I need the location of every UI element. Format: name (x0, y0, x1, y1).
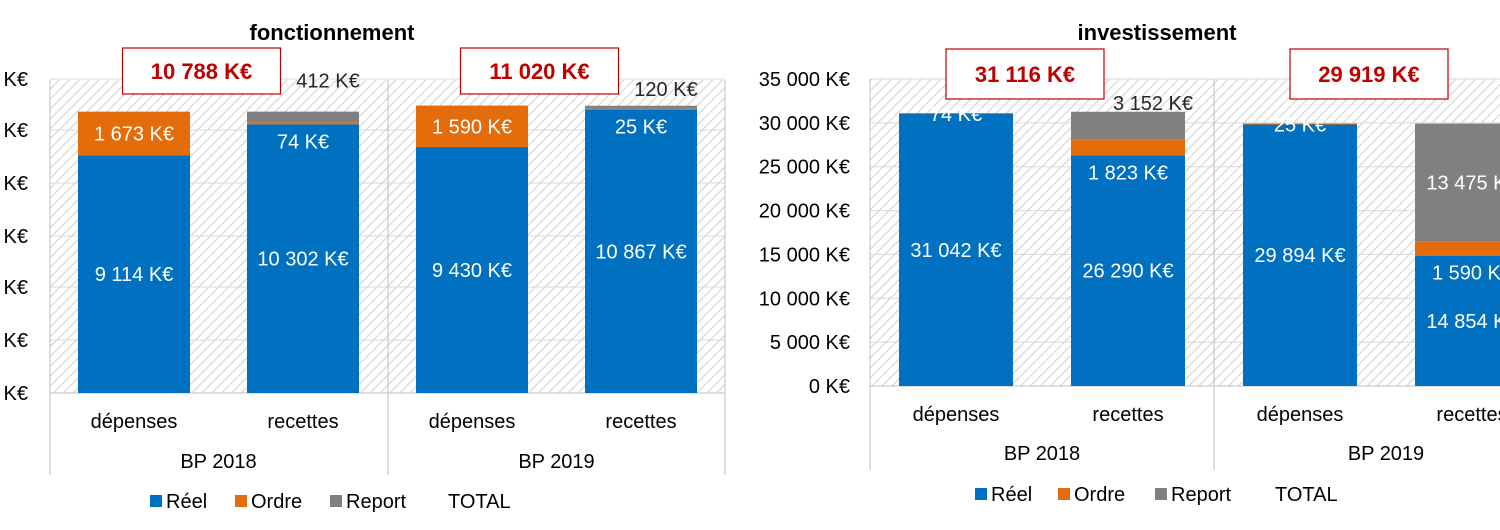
total-label: 10 788 K€ (151, 59, 253, 84)
data-label: 1 823 K€ (1088, 162, 1168, 184)
data-label: 74 K€ (930, 104, 982, 126)
bar-report-segment (247, 111, 359, 123)
investissement-chart: 0 K€ 5 000 K€ 10 000 K€ 15 000 K€ 20 000 K€ 2… (759, 20, 1500, 506)
y-tick-label: 0 K€ (809, 376, 850, 398)
bar-ordre-segment (78, 111, 190, 156)
bar-rel-segment (585, 109, 697, 393)
bar-ordre-segment (1415, 241, 1500, 256)
bar-rel-segment (1243, 123, 1357, 386)
data-label: 3 152 K€ (1113, 93, 1193, 115)
category-label: recettes (605, 411, 676, 433)
total-box (459, 47, 620, 95)
bar-rel-segment (1415, 255, 1500, 386)
data-label: 9 114 K€ (95, 264, 174, 286)
data-label: 1 673 K€ (94, 123, 174, 145)
legend-swatch (1058, 488, 1070, 500)
group-label: BP 2018 (180, 451, 256, 473)
legend-label: TOTAL (448, 491, 511, 513)
y-tick-label: 15 000 K€ (759, 244, 850, 266)
legend-label: Report (346, 491, 406, 513)
bar-report-segment (1071, 111, 1185, 140)
chart-title: fonctionnement (250, 20, 416, 45)
data-label: 1 590 K€ (432, 116, 512, 138)
y-tick-label: K€ (4, 226, 28, 248)
data-label: 31 042 K€ (910, 240, 1001, 262)
category-label: dépenses (91, 411, 178, 433)
bar-ordre-segment (585, 108, 697, 110)
data-label: 25 K€ (1274, 115, 1326, 137)
y-tick-label: K€ (4, 120, 28, 142)
data-label: 10 302 K€ (257, 249, 348, 271)
bar-report-segment (1415, 123, 1500, 242)
y-tick-label: 20 000 K€ (759, 201, 850, 223)
legend-label: TOTAL (1275, 484, 1338, 506)
group-label: BP 2018 (1004, 443, 1080, 465)
data-label: 120 K€ (634, 79, 697, 101)
category-label: dépenses (429, 411, 516, 433)
bar-rel-segment (416, 147, 528, 393)
group-label: BP 2019 (1348, 443, 1424, 465)
y-tick-label: K€ (4, 173, 28, 195)
bar-report-segment (585, 105, 697, 109)
data-label: 9 430 K€ (432, 260, 512, 282)
data-label: 25 K€ (615, 117, 667, 139)
data-label: 74 K€ (277, 131, 329, 153)
data-label: 412 K€ (296, 71, 359, 93)
total-label: 29 919 K€ (1318, 62, 1420, 87)
bar-ordre-segment (899, 113, 1013, 115)
total-label: 31 116 K€ (975, 62, 1075, 87)
legend-label: Ordre (251, 491, 302, 513)
y-tick-label: 10 000 K€ (759, 288, 850, 310)
bar-rel-segment (78, 155, 190, 393)
category-label: dépenses (913, 404, 1000, 426)
legend-label: Réel (166, 491, 207, 513)
data-label: 1 590 K€ (1432, 263, 1500, 285)
bar-ordre-segment (1243, 123, 1357, 125)
y-tick-label: K€ (4, 383, 28, 405)
total-box (1289, 48, 1449, 100)
total-box (945, 48, 1105, 100)
y-tick-label: K€ (4, 277, 28, 299)
y-tick-label: K€ (4, 69, 28, 91)
y-tick-label: 30 000 K€ (759, 113, 850, 135)
legend-swatch (330, 495, 342, 507)
data-label: 26 290 K€ (1082, 261, 1173, 283)
data-label: 13 475 K€ (1426, 173, 1500, 195)
legend-swatch (975, 488, 987, 500)
data-label: 10 867 K€ (595, 241, 686, 263)
bar-ordre-segment (416, 105, 528, 148)
bar-rel-segment (247, 124, 359, 394)
legend-label: Réel (991, 484, 1032, 506)
total-box (121, 47, 282, 95)
bar-ordre-segment (247, 122, 359, 125)
y-tick-label: K€ (4, 330, 28, 352)
chart-title: investissement (1078, 20, 1238, 45)
bar-ordre-segment (1071, 139, 1185, 156)
legend-label: Ordre (1074, 484, 1125, 506)
y-tick-label: 25 000 K€ (759, 157, 850, 179)
data-label: 14 854 K€ (1426, 311, 1500, 333)
group-label: BP 2019 (518, 451, 594, 473)
fonctionnement-chart: K€ K€ K€ K€ K€ K€ K€ fonctionnement 9 114 K€ 1 67… (4, 20, 726, 513)
y-tick-label: 5 000 K€ (770, 332, 850, 354)
legend-swatch (150, 495, 162, 507)
data-label: 29 894 K€ (1254, 245, 1345, 267)
bar-rel-segment (1071, 155, 1185, 386)
category-label: recettes (267, 411, 338, 433)
legend-label: Report (1171, 484, 1231, 506)
legend-swatch (235, 495, 247, 507)
y-tick-label: 35 000 K€ (759, 69, 850, 91)
category-label: recettes (1092, 404, 1163, 426)
total-label: 11 020 K€ (489, 59, 589, 84)
category-label: recettes (1436, 404, 1500, 426)
category-label: dépenses (1257, 404, 1344, 426)
legend-swatch (1155, 488, 1167, 500)
bar-rel-segment (899, 113, 1013, 386)
